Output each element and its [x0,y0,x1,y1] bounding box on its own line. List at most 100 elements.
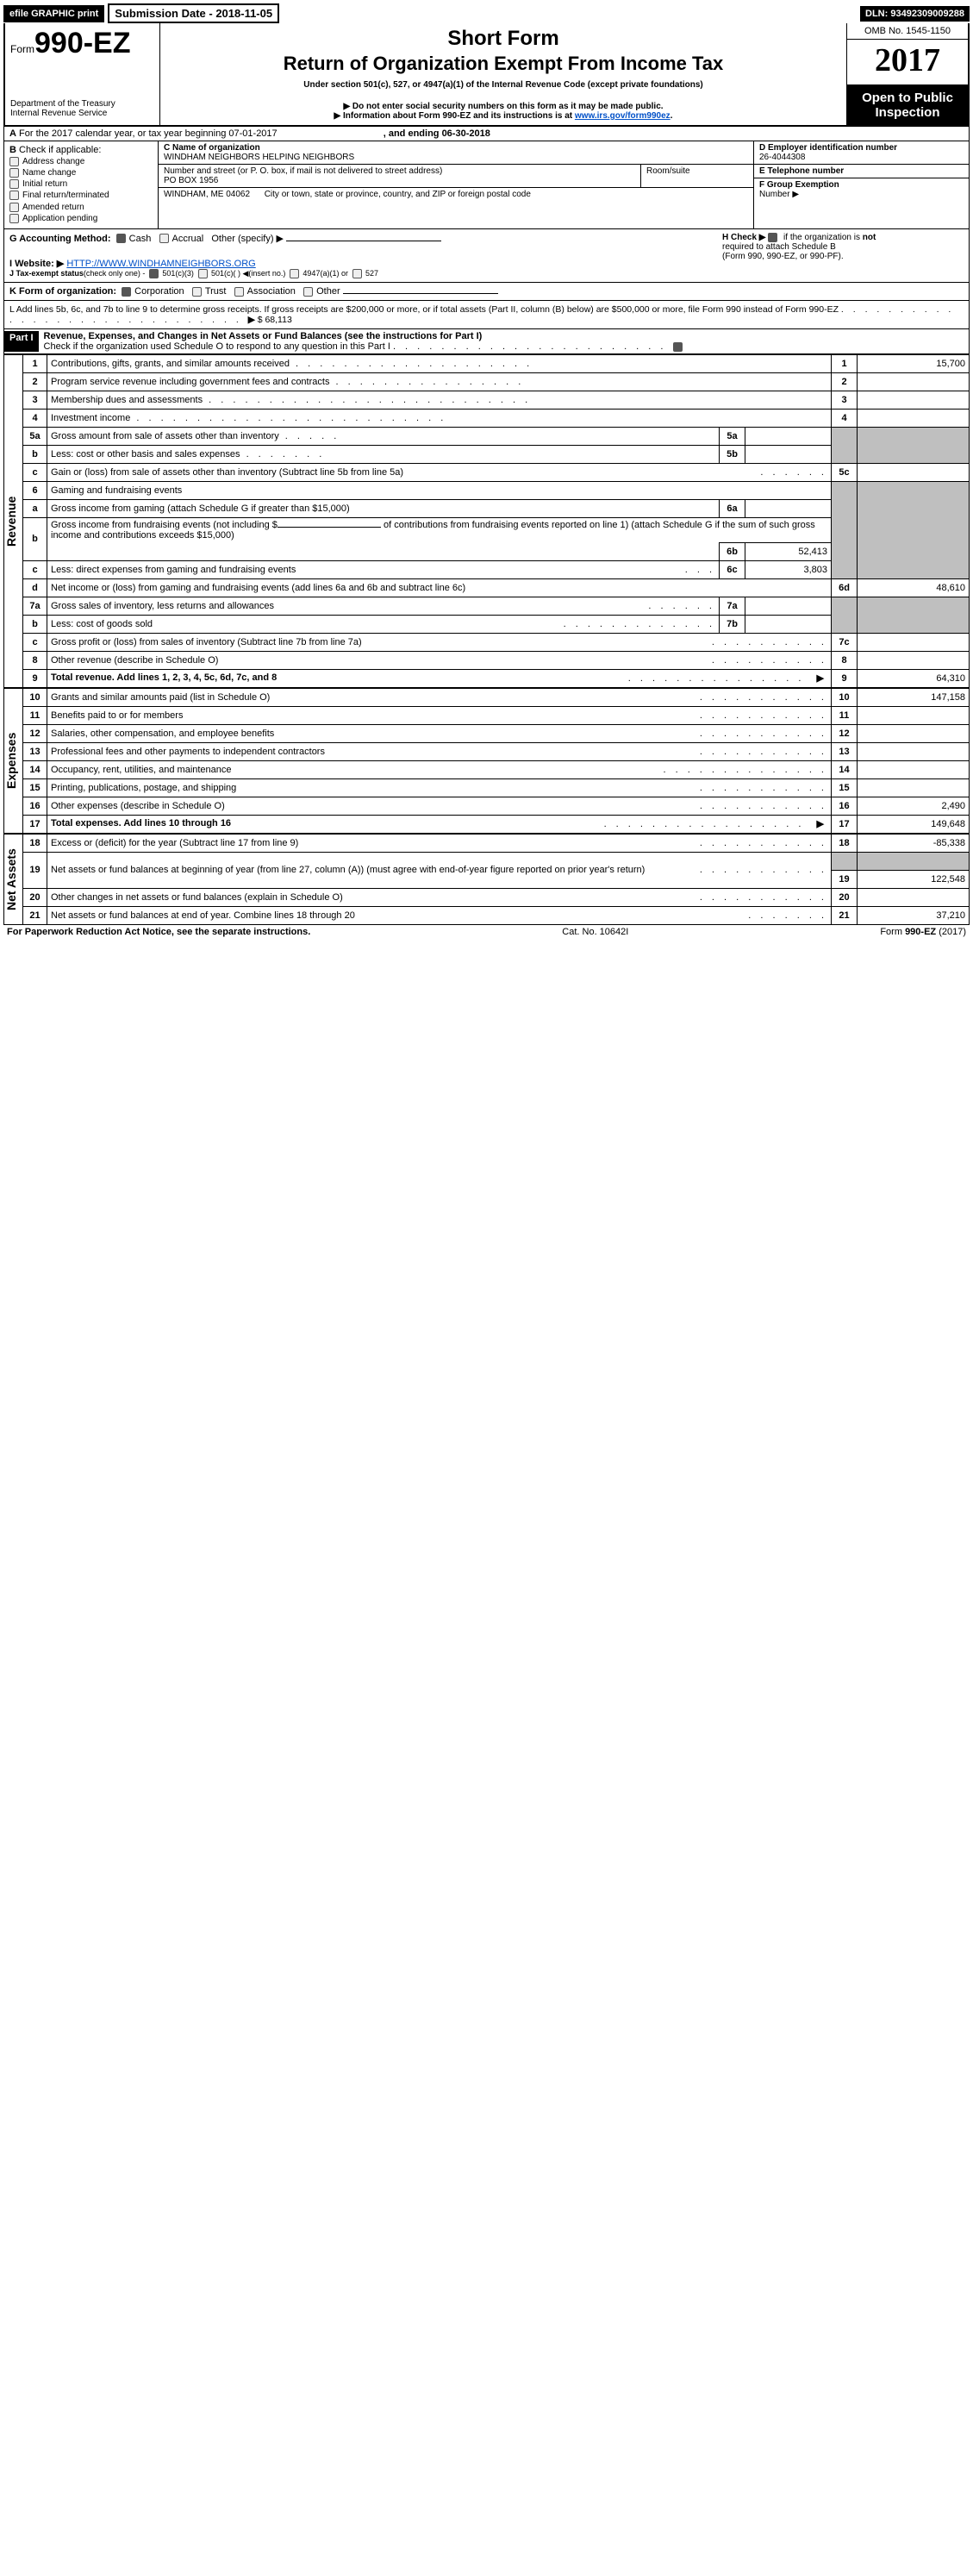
form-number: Form990-EZ [10,27,154,60]
D-label: D Employer identification number [759,143,897,153]
table-row: 6b52,413 [23,542,970,560]
J-4947-chk[interactable] [290,269,303,278]
J-527-chk[interactable] [352,269,365,278]
C-street-label: Number and street (or P. O. box, if mail… [164,166,442,176]
L-text: L Add lines 5b, 6c, and 7b to line 9 to … [9,304,839,315]
table-row: 17Total expenses. Add lines 10 through 1… [23,815,970,833]
l13-rnum: 13 [832,742,858,760]
l7b-subval [745,615,832,633]
l6b-blank[interactable] [278,527,381,528]
G-label: G Accounting Method: [9,234,111,244]
K-trust-chk[interactable] [192,286,205,297]
l6c-num: c [23,560,47,578]
table-row: 6Gaming and fundraising events [23,481,970,499]
l19-rnum: 19 [832,870,858,888]
l17-val: 149,648 [858,815,970,833]
G-cash-chk[interactable] [116,234,129,244]
open-line1: Open to Public [862,91,953,105]
form-prefix: Form [10,43,34,55]
G-H-row: H Check ▶ if the organization is not req… [3,229,970,283]
l12-num: 12 [23,724,47,742]
K-corp-chk[interactable] [122,286,134,297]
l21-rnum: 21 [832,906,858,924]
footer-right-prefix: Form [880,927,905,937]
table-row: 2Program service revenue including gover… [23,372,970,391]
table-row: bGross income from fundraising events (n… [23,517,970,542]
l9-val: 64,310 [858,669,970,687]
info-link[interactable]: www.irs.gov/form990ez [575,111,670,121]
l7b-num: b [23,615,47,633]
K-other-blank[interactable] [343,293,498,294]
l5c-val [858,463,970,481]
L-arrow: ▶ [248,315,255,325]
l7a-num: 7a [23,597,47,615]
G-other: Other (specify) ▶ [211,234,284,244]
chk-final-return[interactable]: Final return/terminated [9,191,153,200]
chk-name-change[interactable]: Name change [9,168,153,178]
l9-num: 9 [23,669,47,687]
footer-right: Form 990-EZ (2017) [880,927,966,937]
l20-desc: Other changes in net assets or fund bala… [47,888,832,906]
table-row: 20Other changes in net assets or fund ba… [23,888,970,906]
dept-irs: Internal Revenue Service [10,109,154,118]
H-text3: (Form 990, 990-EZ, or 990-PF). [722,252,844,261]
l6d-num: d [23,578,47,597]
l7a-desc: Gross sales of inventory, less returns a… [47,597,720,615]
l6a-sub: 6a [720,499,745,517]
l5b-desc: Less: cost or other basis and sales expe… [47,445,720,463]
l7a-subval [745,597,832,615]
l10-rnum: 10 [832,688,858,706]
l7c-desc: Gross profit or (loss) from sales of inv… [47,633,832,651]
chk-application-pending[interactable]: Application pending [9,214,153,223]
I-website-link[interactable]: HTTP://WWW.WINDHAMNEIGHBORS.ORG [66,259,255,269]
l5c-desc: Gain or (loss) from sale of assets other… [47,463,832,481]
l15-num: 15 [23,778,47,797]
C-street-cell: Number and street (or P. O. box, if mail… [159,165,641,187]
l7c-rnum: 7c [832,633,858,651]
l21-val: 37,210 [858,906,970,924]
J-501c3-chk[interactable] [149,269,162,278]
table-row: bLess: cost or other basis and sales exp… [23,445,970,463]
l13-num: 13 [23,742,47,760]
l3-val [858,391,970,409]
footer-mid: Cat. No. 10642I [562,927,628,937]
F-cell: F Group Exemption Number ▶ [754,178,970,229]
chk-amended-return[interactable]: Amended return [9,203,153,212]
l9-rnum: 9 [832,669,858,687]
J-501c-chk[interactable] [198,269,211,278]
G-accrual-chk[interactable] [159,234,172,244]
l7ab-greynum [832,597,858,633]
l21-num: 21 [23,906,47,924]
l6d-desc: Net income or (loss) from gaming and fun… [47,578,832,597]
K-assoc-chk[interactable] [234,286,247,297]
l1-num: 1 [23,354,47,372]
l6a-subval [745,499,832,517]
part1-check[interactable] [673,341,686,352]
H-check[interactable] [768,233,781,242]
l17-rnum: 17 [832,815,858,833]
K-other-chk[interactable] [303,286,316,297]
l3-num: 3 [23,391,47,409]
return-title: Return of Organization Exempt From Incom… [167,53,839,75]
l10-desc: Grants and similar amounts paid (list in… [47,688,832,706]
footer-left: For Paperwork Reduction Act Notice, see … [7,927,310,937]
l7b-sub: 7b [720,615,745,633]
efile-print-button[interactable]: efile GRAPHIC print [3,5,104,22]
l17-num: 17 [23,815,47,833]
expenses-label-text: Expenses [4,689,18,833]
l16-num: 16 [23,797,47,815]
chk-address-change[interactable]: Address change [9,157,153,166]
l18-rnum: 18 [832,834,858,852]
C-label: C Name of organization [164,143,260,153]
l21-desc: Net assets or fund balances at end of ye… [47,906,832,924]
l6-desc: Gaming and fundraising events [47,481,832,499]
l6a-desc: Gross income from gaming (attach Schedul… [47,499,720,517]
K-trust: Trust [205,286,227,297]
l19-greyval [858,852,970,870]
l11-rnum: 11 [832,706,858,724]
l13-desc: Professional fees and other payments to … [47,742,832,760]
table-row: 10Grants and similar amounts paid (list … [23,688,970,706]
chk-initial-return[interactable]: Initial return [9,179,153,189]
footer-right-form: 990-EZ [905,927,936,937]
open-line2: Inspection [875,105,939,120]
